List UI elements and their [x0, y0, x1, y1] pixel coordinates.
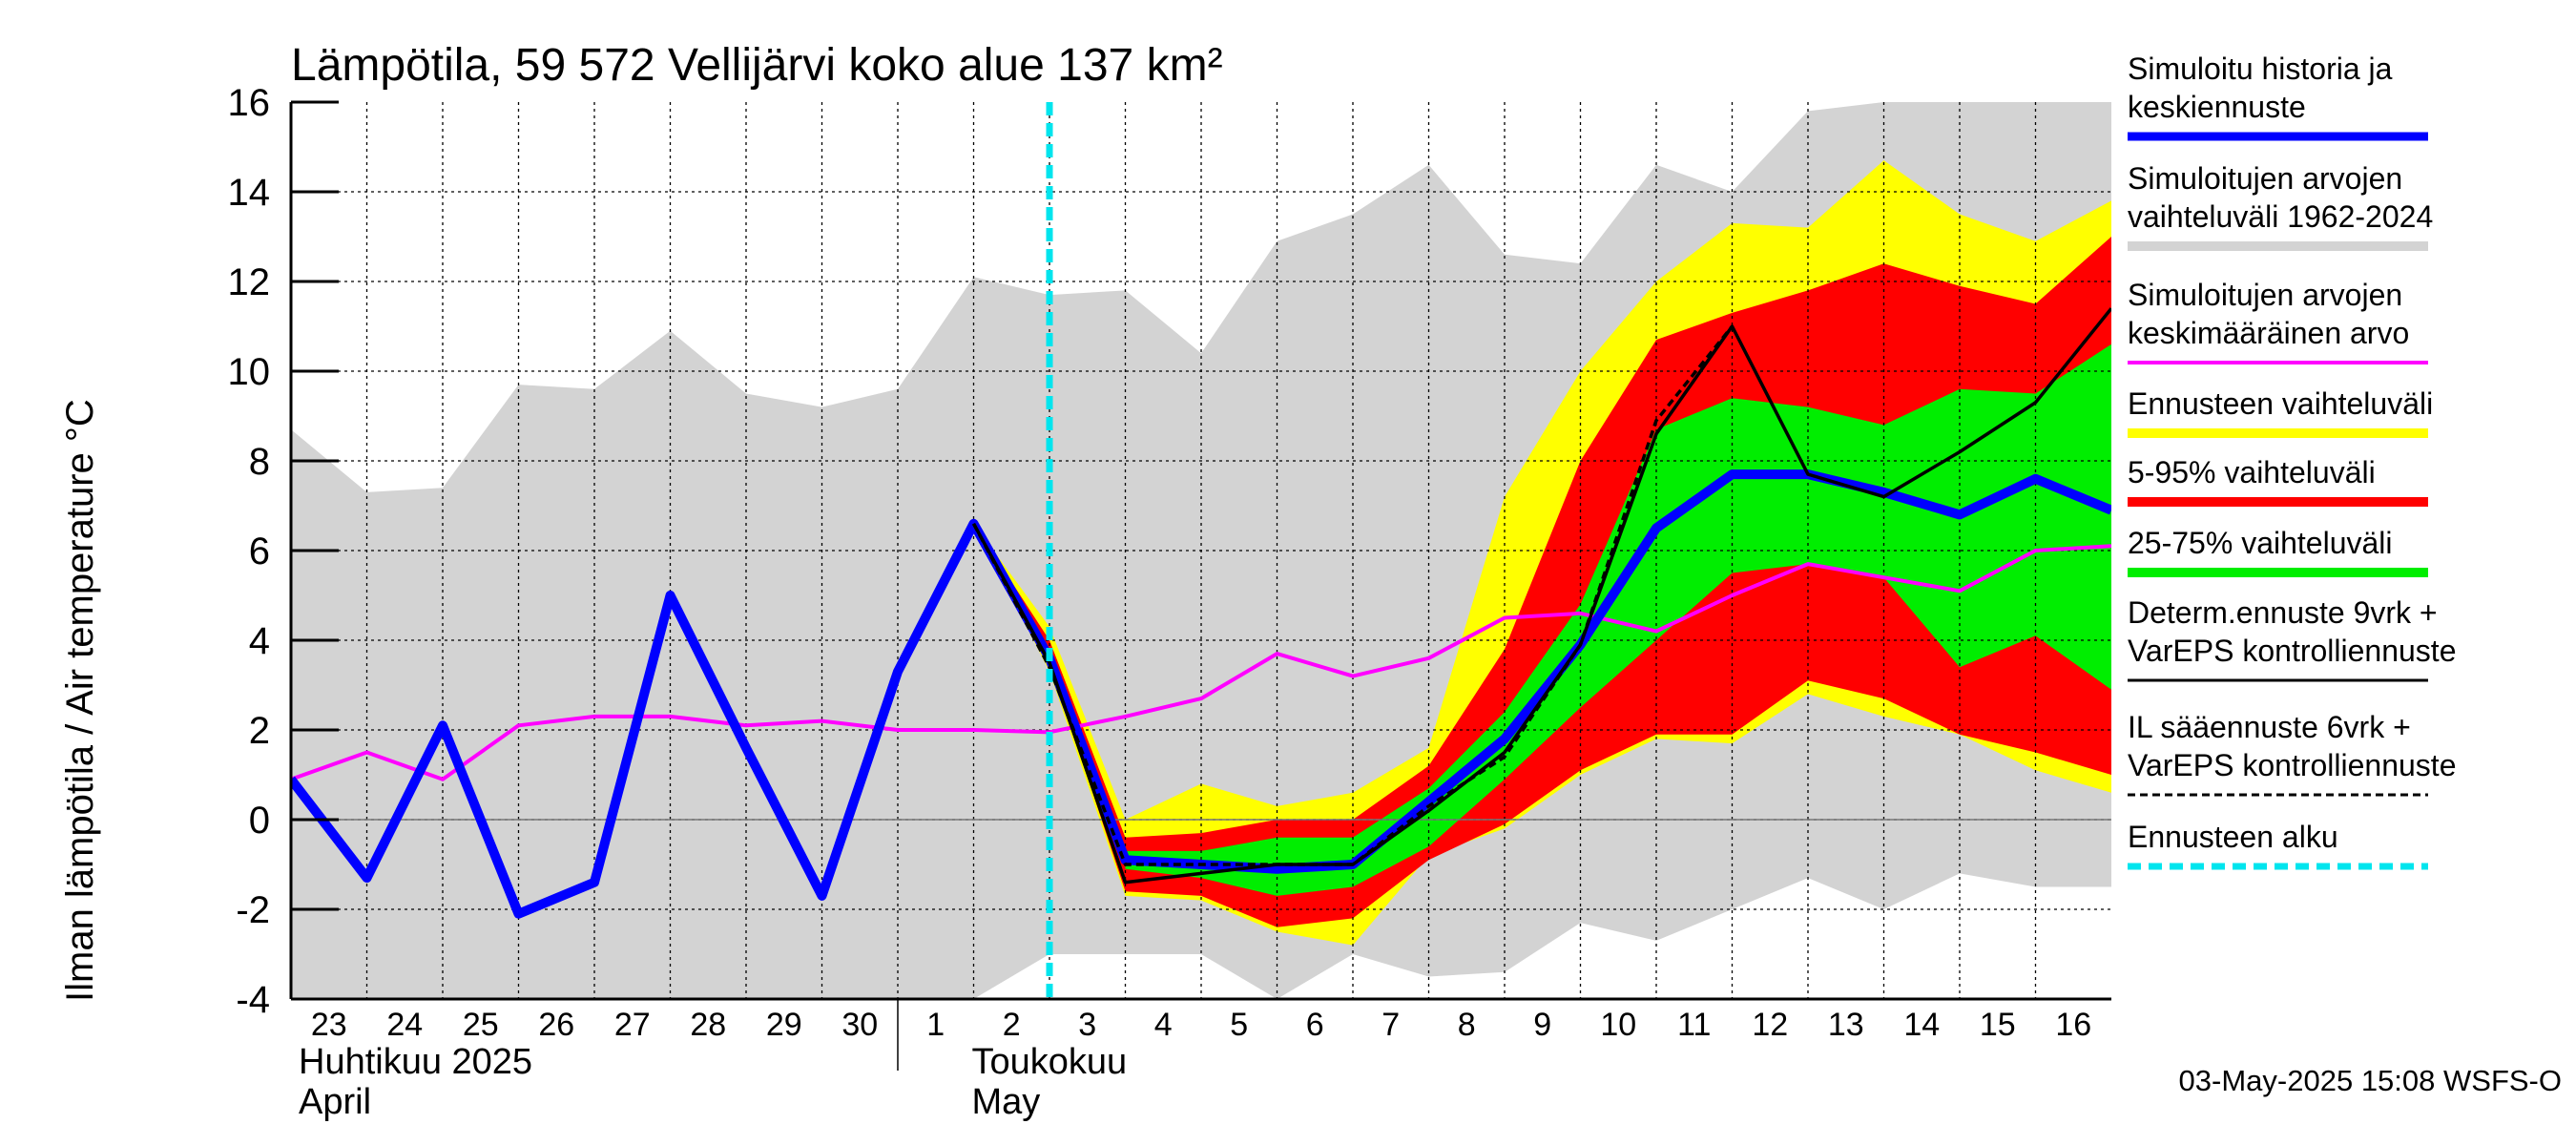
x-day-label: 14 [1903, 1007, 1940, 1043]
x-day-label: 4 [1154, 1007, 1173, 1043]
plot-content [291, 102, 2111, 999]
legend-label: 25-75% vaihteluväli [2128, 526, 2393, 560]
legend-label: VarEPS kontrolliennuste [2128, 634, 2456, 668]
y-tick-label: 6 [249, 531, 270, 572]
x-day-label: 29 [766, 1007, 802, 1043]
x-day-label: 10 [1600, 1007, 1636, 1043]
x-day-label: 2 [1003, 1007, 1021, 1043]
legend-label: keskimääräinen arvo [2128, 316, 2409, 350]
y-tick-label: 14 [228, 172, 271, 214]
x-day-label: 24 [386, 1007, 423, 1043]
legend-label: Simuloitu historia ja [2128, 52, 2393, 86]
band-25-75 [1125, 344, 2111, 896]
y-tick-label: 10 [228, 351, 271, 393]
y-tick-label: 4 [249, 620, 270, 662]
month-label-april-fi: Huhtikuu 2025 [299, 1042, 532, 1082]
month-label-april-en: April [299, 1082, 371, 1122]
plot-area [289, 102, 2111, 1001]
series-il-forecast [971, 324, 1734, 866]
y-tick-label: -2 [236, 889, 270, 931]
legend-label: keskiennuste [2128, 90, 2306, 124]
legend-item-forecast_range: Ennusteen vaihteluväli [2128, 386, 2433, 438]
legend-label: vaihteluväli 1962-2024 [2128, 199, 2433, 234]
band-5-95 [973, 237, 2111, 927]
x-day-label: 23 [311, 1007, 347, 1043]
legend-item-il: IL sääennuste 6vrk + VarEPS kontrollienn… [2128, 710, 2456, 797]
x-day-label: 27 [614, 1007, 651, 1043]
x-day-label: 1 [926, 1007, 945, 1043]
y-tick-labels: -4 -2 0 2 4 6 8 10 12 14 16 [228, 82, 339, 1021]
legend-item-start: Ennusteen alku [2128, 820, 2428, 870]
x-day-label: 12 [1752, 1007, 1788, 1043]
legend-item-mean_sim: Simuloitu historia ja keskiennuste [2128, 52, 2428, 141]
y-axis-label: Ilman lämpötila / Air temperature °C [59, 399, 101, 1002]
y-tick-label: 2 [249, 710, 270, 752]
x-day-label: 7 [1381, 1007, 1400, 1043]
month-label-may-fi: Toukokuu [972, 1042, 1128, 1082]
x-day-label: 3 [1078, 1007, 1096, 1043]
chart-title: Lämpötila, 59 572 Vellijärvi koko alue 1… [291, 40, 1223, 91]
legend-label: 5-95% vaihteluväli [2128, 455, 2376, 489]
legend-item-p5_95: 5-95% vaihteluväli [2128, 455, 2428, 507]
y-tick-label: -4 [236, 979, 270, 1021]
x-day-label: 15 [1980, 1007, 2016, 1043]
y-tick-label: 8 [249, 441, 270, 483]
y-tick-label: 12 [228, 261, 271, 303]
y-tick-label: 0 [249, 800, 270, 842]
x-day-label: 6 [1306, 1007, 1324, 1043]
legend-item-avg: Simuloitujen arvojen keskimääräinen arvo [2128, 278, 2428, 364]
series-average [291, 544, 2111, 781]
x-day-label: 26 [538, 1007, 574, 1043]
x-day-label: 16 [2055, 1007, 2091, 1043]
legend-label: Ennusteen alku [2128, 820, 2338, 854]
legend-label: Ennusteen vaihteluväli [2128, 386, 2433, 421]
legend-label: IL sääennuste 6vrk + [2128, 710, 2411, 744]
x-day-label: 11 [1677, 1007, 1711, 1043]
x-day-label: 5 [1230, 1007, 1248, 1043]
x-day-label: 25 [463, 1007, 499, 1043]
x-tick-labels: 23 24 25 26 27 28 29 30 1 2 3 4 5 6 7 8 9 10 11 12 13 14 15 16 [311, 999, 2091, 1071]
timestamp: 03-May-2025 15:08 WSFS-O [2179, 1064, 2562, 1097]
x-day-label: 28 [690, 1007, 726, 1043]
x-day-label: 30 [841, 1007, 878, 1043]
legend-label: Simuloitujen arvojen [2128, 278, 2402, 312]
x-day-label: 13 [1828, 1007, 1864, 1043]
legend-label: VarEPS kontrolliennuste [2128, 748, 2456, 782]
month-label-may-en: May [972, 1082, 1041, 1122]
legend-label: Simuloitujen arvojen [2128, 161, 2402, 196]
x-day-label: 8 [1458, 1007, 1476, 1043]
legend-item-determ: Determ.ennuste 9vrk + VarEPS kontrollienn… [2128, 595, 2456, 682]
x-day-label: 9 [1533, 1007, 1551, 1043]
y-tick-label: 16 [228, 82, 271, 124]
legend-item-p25_75: 25-75% vaihteluväli [2128, 526, 2428, 577]
legend: Simuloitu historia jakeskiennusteSimuloi… [2128, 52, 2456, 870]
legend-label: Determ.ennuste 9vrk + [2128, 595, 2438, 630]
